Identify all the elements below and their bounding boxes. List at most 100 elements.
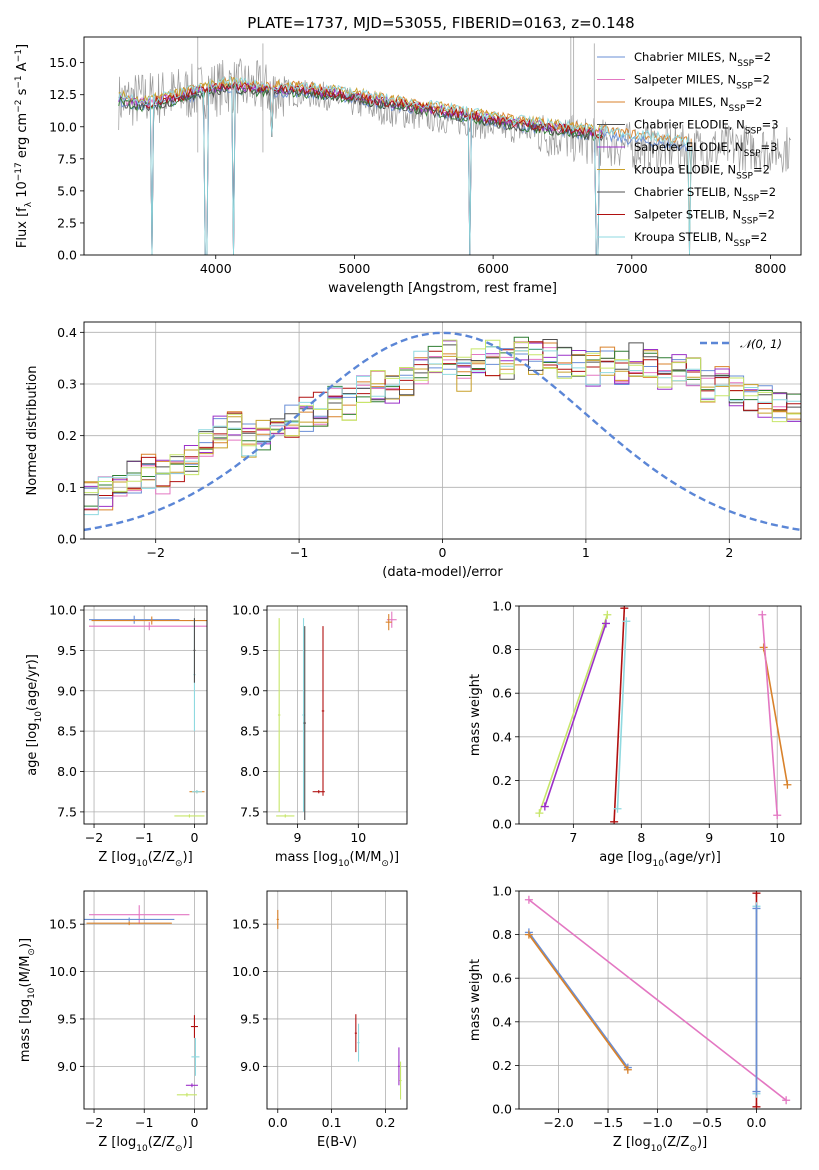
weight-point [783, 780, 792, 789]
x-axis-label: E(B-V) [317, 1135, 357, 1150]
label-fragment: 10 [15, 181, 30, 202]
residual-histogram-9 [84, 346, 801, 516]
axes-frame [266, 605, 408, 825]
x-tick-label: −0.5 [692, 1115, 722, 1130]
label-fragment: mass weight [468, 959, 483, 1041]
y-tick-label: 7.5 [57, 151, 77, 166]
y-tick-label: 0.8 [492, 642, 512, 657]
weight-line [528, 899, 787, 1101]
plot-background [267, 891, 407, 1109]
legend-entry: Kroupa ELODIE, NSSP=2 [634, 163, 770, 182]
y-tick-label: 9.5 [57, 643, 77, 658]
legend-entry: Chabrier STELIB, NSSP=2 [634, 185, 776, 204]
legend-entry: Chabrier MILES, NSSP=2 [634, 50, 771, 69]
plot-area [535, 606, 792, 824]
y-tick-label: 10.0 [49, 603, 77, 618]
axes-frame [83, 605, 208, 825]
label-fragment: 10 [34, 711, 44, 723]
label-fragment: SSP [729, 104, 746, 114]
label-fragment: Z [log [98, 1135, 136, 1150]
x-tick-label: 6000 [477, 261, 509, 276]
residual-histogram-panel: −2 −1 0 1 2 0.0 0.1 0.2 0.3 0.4 (data-model)/error… [25, 321, 802, 580]
plot-area [84, 905, 200, 1097]
weight-point [524, 930, 533, 939]
label-fragment: =2 [753, 73, 770, 87]
y-tick-label: 9.0 [57, 683, 77, 698]
y-tick-label: 10.0 [49, 964, 77, 979]
label-fragment: age [log [25, 723, 40, 776]
label-fragment: −2 [14, 100, 24, 113]
y-tick-label: 0.3 [57, 377, 77, 392]
y-axis-label: mass [log10(M/M⊙)] [18, 938, 37, 1062]
weight-point [758, 610, 767, 619]
weight-point [603, 610, 612, 619]
axes-frame [83, 36, 802, 256]
label-fragment: Chabrier MILES, N [634, 50, 737, 64]
y-tick-label: 0.0 [57, 248, 77, 263]
label-fragment: =2 [758, 208, 775, 222]
legend-entry: Kroupa MILES, NSSP=2 [634, 95, 762, 114]
label-fragment: Salpeter MILES, N [634, 73, 736, 87]
label-fragment: 10 [27, 987, 37, 999]
x-tick-label: 7000 [616, 261, 648, 276]
label-fragment: ⊙ [175, 1144, 183, 1154]
x-tick-label: 2 [725, 545, 733, 560]
axes-frame [518, 890, 802, 1110]
label-fragment: −17 [14, 162, 24, 181]
label-fragment: SSP [737, 59, 754, 69]
weight-point [613, 804, 622, 813]
y-tick-label: 0.2 [57, 428, 77, 443]
weight-line [613, 608, 626, 822]
label-fragment: wavelength [Angstrom, rest frame] [328, 281, 557, 296]
x-tick-label: 0 [190, 1115, 198, 1130]
legend-entry: Salpeter MILES, NSSP=2 [634, 73, 770, 92]
mass-vs-metallicity-panel: −2 −1 09.09.510.010.5Z [log10(Z/Z⊙)]mass [… [18, 890, 208, 1154]
y-tick-label: 0.0 [492, 817, 512, 832]
label-fragment: mass [log [275, 850, 338, 865]
y-tick-label: 9.0 [240, 1059, 260, 1074]
weight-line [761, 614, 779, 816]
x-tick-label: 8 [637, 830, 645, 845]
y-tick-label: 1.0 [492, 599, 512, 614]
label-fragment: ] [15, 44, 30, 49]
y-tick-label: 9.5 [57, 1011, 77, 1026]
y-tick-label: 0.6 [492, 971, 512, 986]
weight-point [610, 817, 619, 824]
y-tick-label: 15.0 [49, 55, 77, 70]
x-tick-label: −1 [135, 830, 153, 845]
x-tick-label: −1 [290, 545, 308, 560]
label-fragment: 10 [652, 859, 664, 869]
normal-distribution-curve [84, 331, 801, 532]
x-tick-label: 4000 [200, 261, 232, 276]
y-tick-label: 1.0 [492, 884, 512, 899]
x-tick-label: −2 [85, 830, 103, 845]
label-fragment: SSP [744, 149, 761, 159]
axes-frame [518, 605, 802, 825]
y-tick-label: 8.5 [240, 724, 260, 739]
x-tick-label: −1 [135, 1115, 153, 1130]
label-fragment: =3 [761, 140, 778, 154]
weight-point [535, 809, 544, 818]
x-axis-label: Z [log10(Z/Z⊙)] [98, 1135, 192, 1154]
y-tick-label: 10.5 [232, 917, 260, 932]
label-fragment: 10 [136, 859, 148, 869]
weight-point [524, 895, 533, 904]
label-fragment: SSP [742, 194, 759, 204]
label-fragment: A [15, 62, 30, 75]
weight-point [782, 1096, 791, 1105]
plot-background [84, 891, 207, 1109]
label-fragment: ⊙ [27, 948, 37, 956]
plot-background [519, 891, 801, 1109]
label-fragment: Z [log [98, 850, 136, 865]
label-fragment: Kroupa ELODIE, N [634, 163, 736, 177]
weight-line [616, 621, 628, 809]
label-fragment: −1 [14, 49, 24, 62]
y-tick-label: 8.5 [57, 724, 77, 739]
label-fragment: Chabrier STELIB, N [634, 185, 742, 199]
axes-frame [266, 890, 408, 1110]
label-fragment: mass weight [468, 674, 483, 756]
axes-frame [83, 890, 208, 1110]
label-fragment: (Z/Z [662, 1135, 689, 1150]
weight-point [752, 1102, 761, 1109]
